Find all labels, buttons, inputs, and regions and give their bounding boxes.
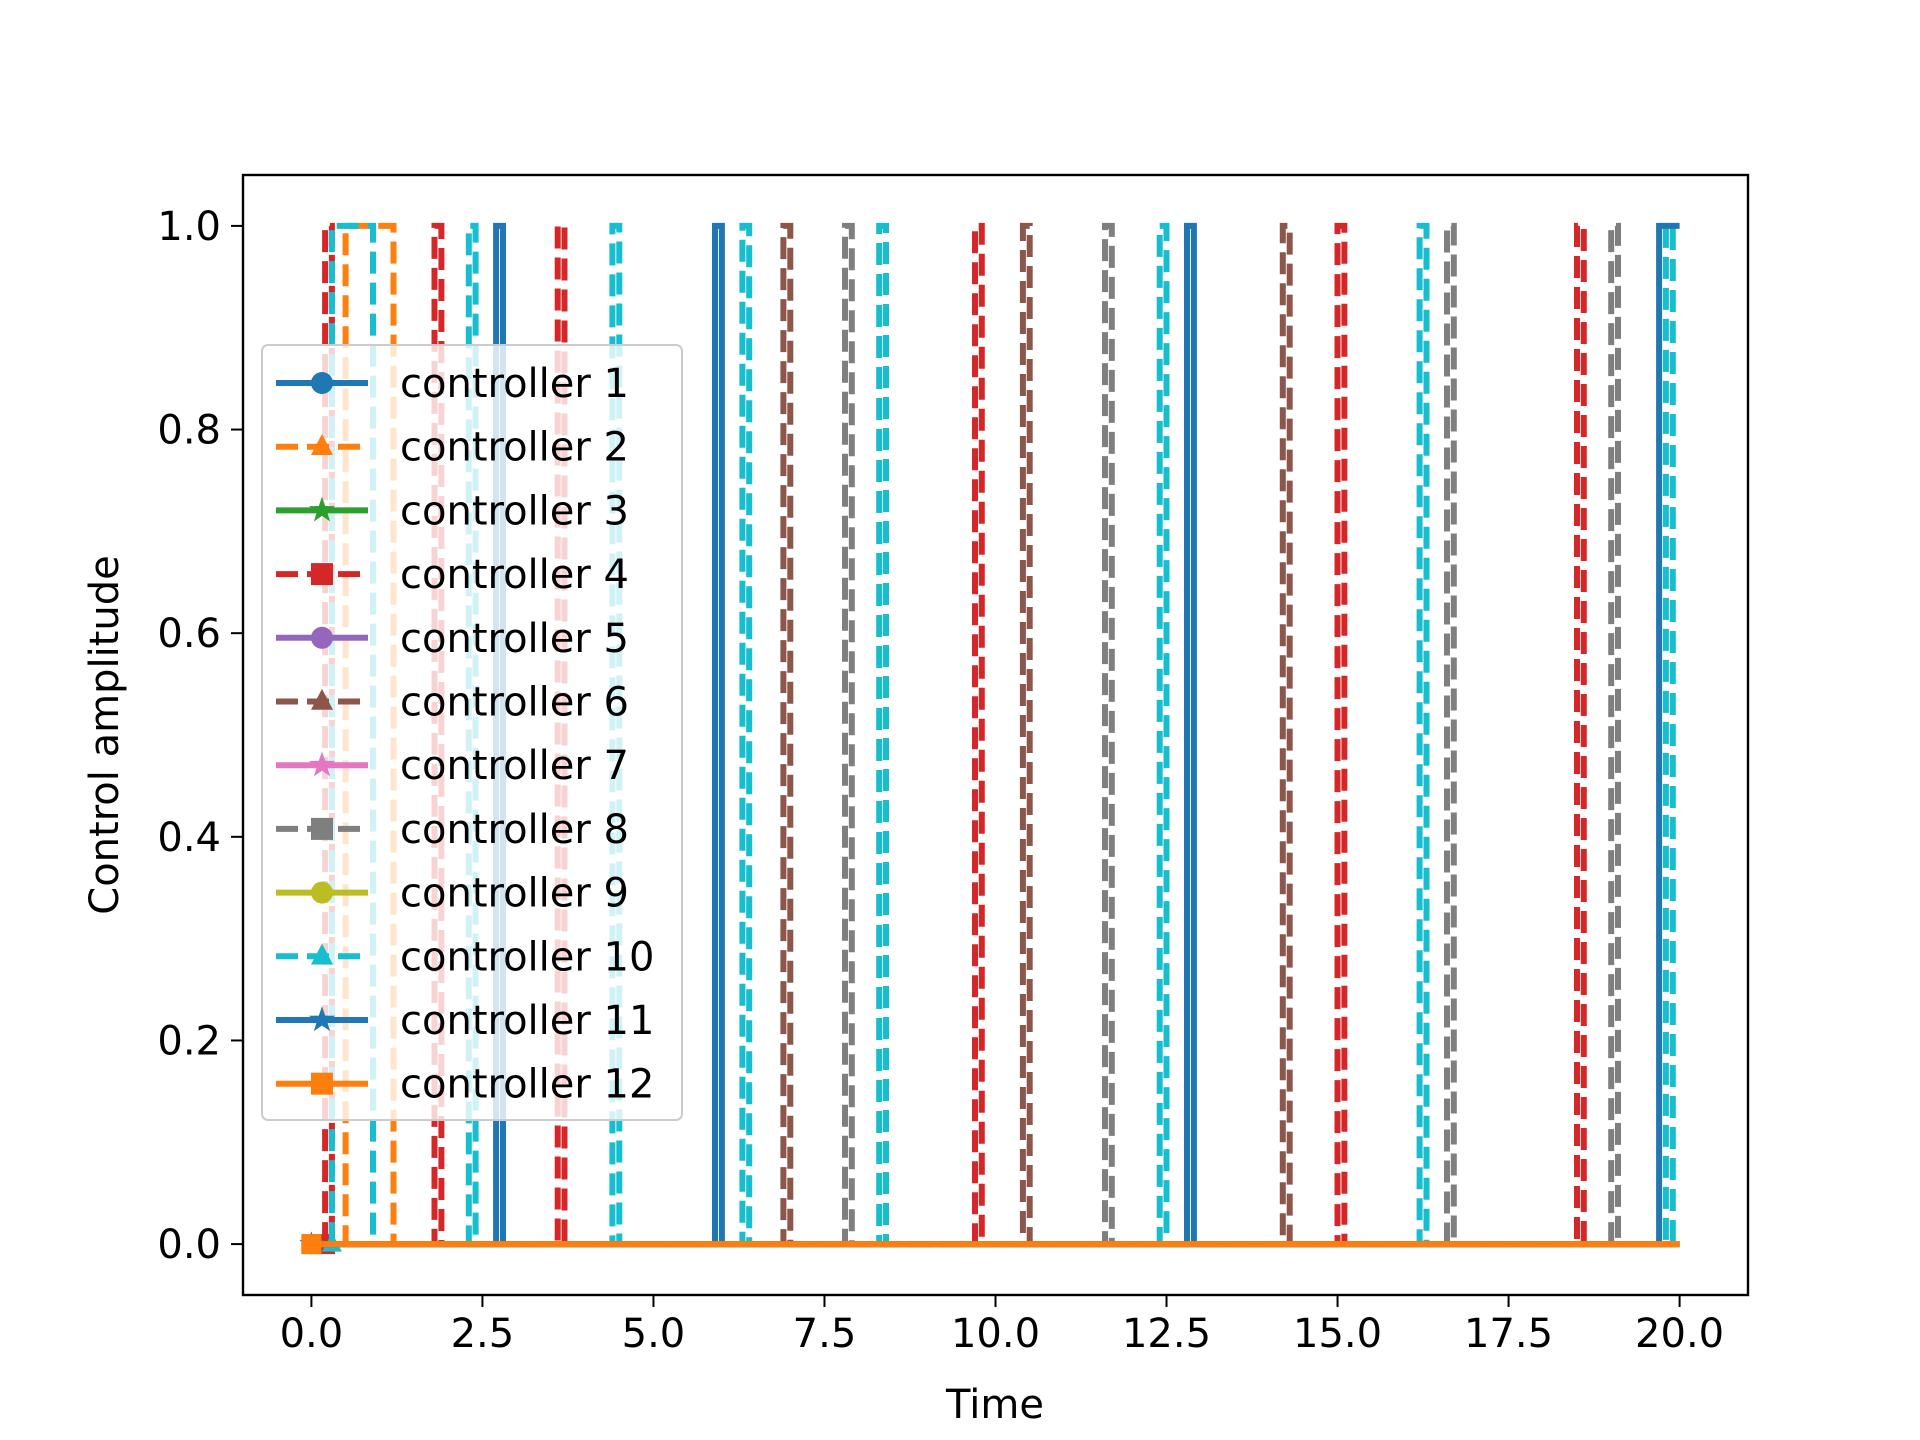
x-tick-label: 10.0: [951, 1311, 1040, 1357]
legend-item-controller-6: controller 6: [276, 680, 629, 726]
legend-marker: [311, 943, 333, 965]
x-tick-label: 5.0: [622, 1311, 686, 1357]
legend: controller 1 controller 2 controller 3 cont…: [261, 344, 683, 1121]
legend-marker: [311, 881, 333, 904]
y-tick-label: 0.0: [157, 1222, 221, 1268]
y-tick-label: 1.0: [157, 204, 221, 250]
legend-item-controller-1: controller 1: [276, 361, 629, 407]
x-axis: 0.0 2.5 5.0 7.5 10.0 12.5 15.0 17.5 20.0: [280, 1295, 1724, 1357]
legend-marker: [308, 1006, 336, 1032]
series-controller-12: [301, 1234, 1680, 1255]
legend-item-controller-7: controller 7: [276, 743, 629, 789]
legend-marker: [311, 688, 333, 710]
legend-marker: [311, 817, 333, 840]
legend-item-controller-4: controller 4: [276, 552, 629, 598]
legend-label: controller 1: [400, 361, 629, 407]
legend-marker: [311, 563, 333, 586]
legend-label: controller 11: [400, 998, 654, 1044]
legend-marker: [311, 372, 333, 394]
x-tick-label: 20.0: [1635, 1311, 1724, 1357]
legend-label: controller 7: [400, 743, 629, 789]
legend-label: controller 2: [400, 425, 629, 471]
x-axis-label: Time: [945, 1382, 1044, 1428]
x-tick-label: 7.5: [793, 1311, 857, 1357]
legend-marker: [311, 434, 333, 455]
y-tick-label: 0.4: [157, 815, 221, 861]
legend-marker: [308, 496, 336, 522]
legend-label: controller 8: [400, 807, 629, 853]
y-axis: 0.0 0.2 0.4 0.6 0.8 1.0: [157, 204, 243, 1268]
legend-marker: [311, 626, 333, 649]
legend-label: controller 10: [400, 934, 654, 980]
legend-item-controller-9: controller 9: [276, 871, 629, 917]
y-axis-label: Control amplitude: [82, 555, 128, 914]
x-tick-label: 17.5: [1464, 1311, 1553, 1357]
series-line: [311, 222, 1680, 1248]
legend-marker: [311, 1072, 333, 1095]
legend-item-controller-5: controller 5: [276, 616, 629, 662]
series-layer: [299, 222, 1680, 1255]
legend-item-controller-10: controller 10: [276, 934, 654, 980]
y-tick-label: 0.8: [157, 408, 221, 454]
y-tick-label: 0.6: [157, 611, 221, 657]
legend-label: controller 9: [400, 871, 629, 917]
x-tick-label: 12.5: [1122, 1311, 1211, 1357]
legend-label: controller 12: [400, 1062, 654, 1108]
legend-item-controller-12: controller 12: [276, 1062, 654, 1108]
x-tick-label: 0.0: [280, 1311, 344, 1357]
legend-label: controller 3: [400, 488, 629, 534]
x-tick-label: 2.5: [451, 1311, 515, 1357]
legend-item-controller-11: controller 11: [276, 998, 654, 1044]
legend-label: controller 6: [400, 680, 629, 726]
legend-label: controller 5: [400, 616, 629, 662]
y-tick-label: 0.2: [157, 1018, 221, 1064]
legend-label: controller 4: [400, 552, 629, 598]
legend-marker: [308, 751, 336, 777]
legend-box: [261, 344, 683, 1121]
legend-item-controller-3: controller 3: [276, 488, 629, 534]
x-tick-label: 15.0: [1293, 1311, 1382, 1357]
series-point: [301, 1234, 322, 1255]
legend-item-controller-2: controller 2: [276, 425, 629, 471]
legend-item-controller-8: controller 8: [276, 807, 629, 853]
